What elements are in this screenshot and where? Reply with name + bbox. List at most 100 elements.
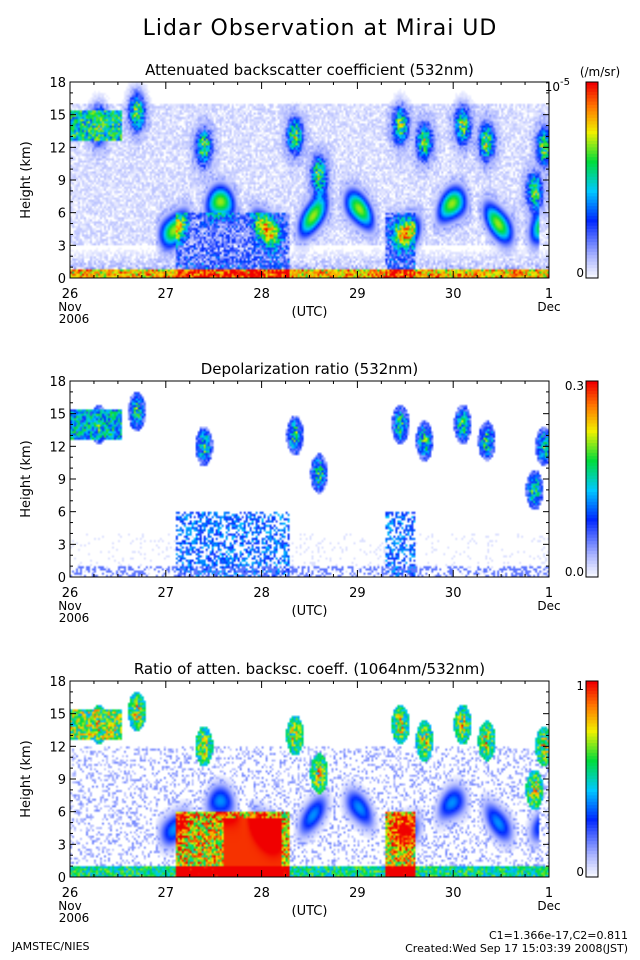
x-tick-label: 28 [253, 886, 270, 901]
colorbar-segment [586, 397, 598, 402]
colorbar-segment [586, 775, 598, 780]
colorbar-segment [586, 462, 598, 467]
colorbar-segment [586, 111, 598, 116]
colorbar-segment [586, 82, 598, 86]
x-subtick-label: Nov [58, 300, 81, 314]
colorbar-max-exponent: -5 [560, 77, 570, 88]
colorbar-segment [586, 258, 598, 263]
x-tick-label: 26 [62, 886, 79, 901]
colorbar-segment [586, 733, 598, 738]
panel-2: Depolarization ratio (532nm) 0 3 6 9 12 15 18 He… [19, 360, 599, 625]
colorbar-segment [586, 707, 598, 711]
colorbar-min-label: 0 [576, 865, 584, 879]
colorbar-segment [586, 465, 598, 470]
colorbar-2: 0.3 0.0 [565, 379, 599, 579]
colorbar-segment [586, 541, 598, 545]
x-tick-label: 28 [253, 287, 270, 302]
y-axis-label: Height (km) [19, 440, 34, 517]
colorbar-segment [586, 215, 598, 220]
colorbar-segment [586, 716, 598, 721]
colorbar-segment [586, 736, 598, 741]
colorbar-segment [586, 387, 598, 392]
colorbar-segment [586, 854, 598, 858]
y-tick-label: 12 [49, 141, 66, 156]
colorbar-segment [586, 439, 598, 444]
colorbar-segment [586, 828, 598, 832]
colorbar-segment [586, 423, 598, 428]
colorbar-segment [586, 95, 598, 99]
colorbar-segment [586, 85, 598, 90]
colorbar-segment [586, 394, 598, 398]
colorbar-segment [586, 390, 598, 395]
colorbar-segment [586, 785, 598, 790]
y-tick-label: 18 [49, 375, 66, 390]
colorbar-segment [586, 684, 598, 689]
colorbar-min-label: 0 [576, 266, 584, 280]
colorbar-segment [586, 710, 598, 715]
colorbar-segment [586, 124, 598, 129]
x-subtick-label: 2006 [59, 312, 90, 326]
colorbar-segment [586, 537, 598, 542]
colorbar-segment [586, 824, 598, 829]
heatmap-image-3 [70, 681, 549, 877]
colorbar-segment [586, 137, 598, 142]
colorbar-segment [586, 117, 598, 122]
colorbar-segment [586, 811, 598, 816]
colorbar-max-label: 0.3 [565, 379, 584, 393]
x-tick-label: 27 [158, 287, 175, 302]
y-tick-label: 9 [58, 773, 66, 788]
colorbar-segment [586, 235, 598, 240]
colorbar-segment [586, 433, 598, 438]
colorbar-segment [586, 873, 598, 878]
y-tick-label: 9 [58, 174, 66, 189]
x-tick-label: 30 [445, 886, 462, 901]
colorbar-segment [586, 446, 598, 451]
colorbar-segment [586, 416, 598, 421]
colorbar-segment [586, 730, 598, 734]
colorbar-segment [586, 805, 598, 809]
y-tick-label: 15 [49, 708, 66, 723]
panel-title-1: Attenuated backscatter coefficient (532n… [145, 61, 474, 79]
colorbar-segment [586, 180, 598, 184]
colorbar-segment [586, 163, 598, 168]
colorbar-segment [586, 697, 598, 702]
colorbar-segment [586, 436, 598, 441]
colorbar-segment [586, 475, 598, 480]
x-tick-label: 1 [545, 586, 553, 601]
colorbar-segment [586, 495, 598, 500]
colorbar-segment [586, 713, 598, 718]
colorbar-segment [586, 160, 598, 165]
colorbar-segment [586, 381, 598, 385]
colorbar-segment [586, 225, 598, 230]
colorbar-1: 10-5 0 (/m/sr) [545, 65, 620, 280]
colorbar-segment [586, 206, 598, 210]
x-axis-label: (UTC) [292, 904, 328, 919]
colorbar-segment [586, 792, 598, 796]
panel-title-2: Depolarization ratio (532nm) [201, 360, 419, 378]
colorbar-segment [586, 544, 598, 549]
panel-title-3: Ratio of atten. backsc. coeff. (1064nm/5… [134, 660, 485, 678]
footer-created: Created:Wed Sep 17 15:03:39 2008(JST) [405, 942, 628, 955]
colorbar-segment [586, 563, 598, 568]
colorbar-segment [586, 850, 598, 855]
x-tick-label: 28 [253, 586, 270, 601]
colorbar-segment [586, 173, 598, 178]
colorbar-segment [586, 505, 598, 509]
footer-organization: JAMSTEC/NIES [12, 940, 90, 953]
colorbar-segment [586, 534, 598, 539]
panel-1: Attenuated backscatter coefficient (532n… [19, 61, 620, 326]
colorbar-segment [586, 808, 598, 813]
colorbar-segment [586, 400, 598, 405]
colorbar-segment [586, 762, 598, 767]
colorbar-segment [586, 485, 598, 490]
x-tick-label: 26 [62, 287, 79, 302]
colorbar-segment [586, 514, 598, 519]
colorbar-segment [586, 528, 598, 532]
colorbar-segment [586, 687, 598, 692]
heatmap-image-1 [70, 82, 549, 278]
colorbar-segment [586, 837, 598, 842]
colorbar-segment [586, 821, 598, 826]
colorbar-segment [586, 189, 598, 194]
colorbar-segment [586, 407, 598, 411]
x-axis-label: (UTC) [292, 305, 328, 320]
